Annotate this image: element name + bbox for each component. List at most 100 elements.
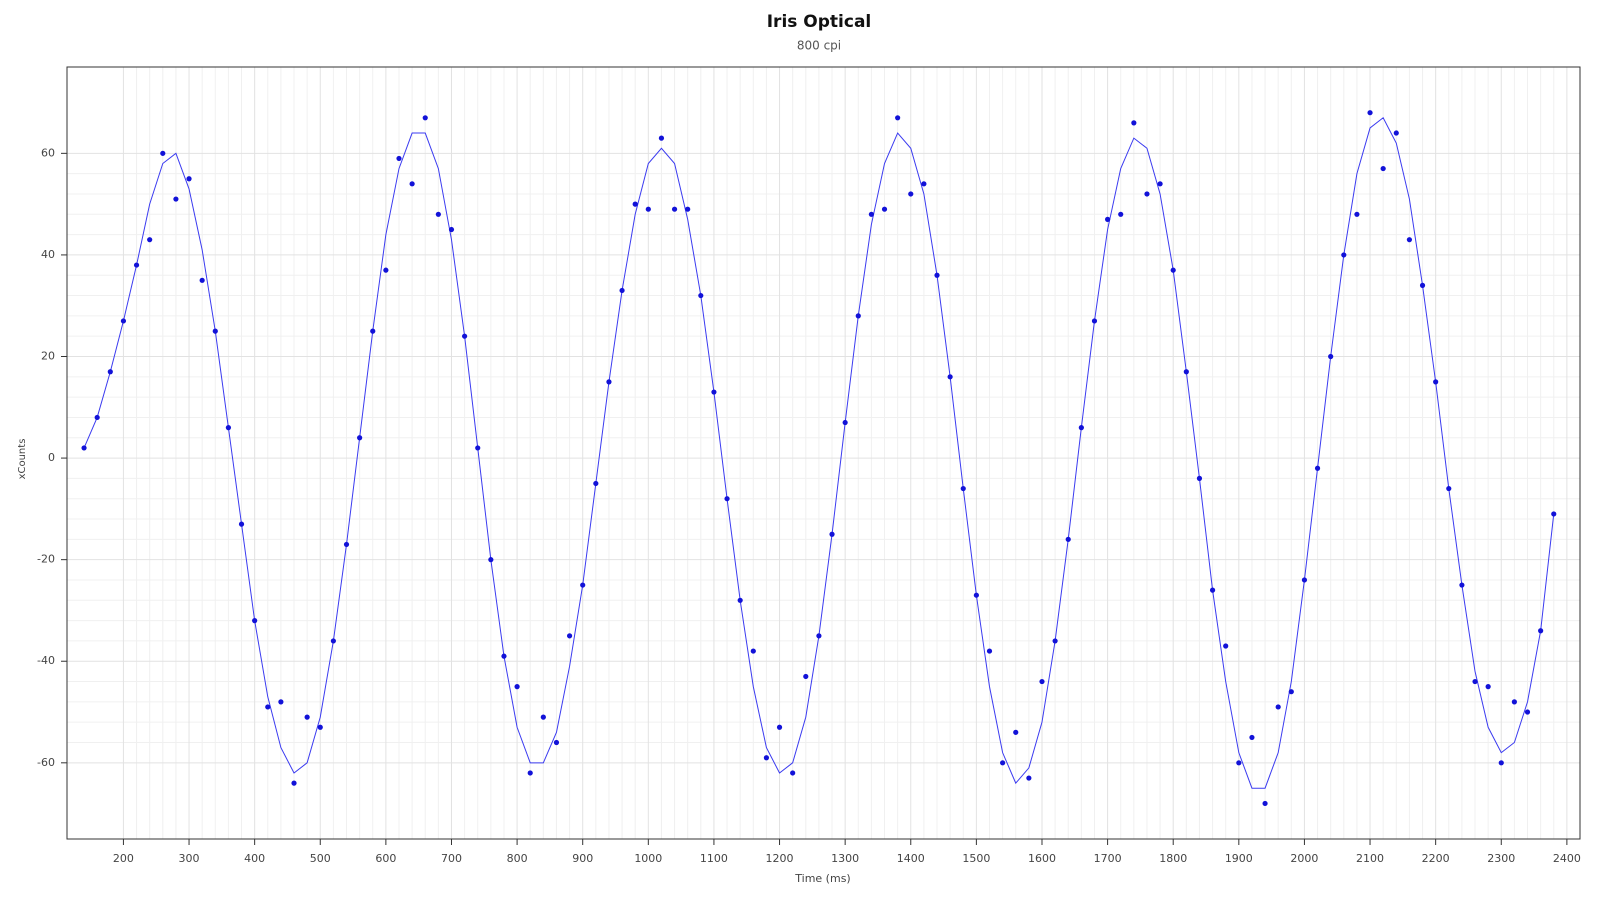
data-point (1498, 760, 1504, 766)
data-point (1275, 704, 1281, 710)
data-point (1459, 582, 1465, 588)
data-point (1314, 465, 1321, 471)
data-point (81, 445, 87, 451)
data-point (1341, 252, 1347, 258)
data-point (475, 445, 481, 451)
data-point (1131, 120, 1137, 126)
data-point (1354, 211, 1360, 217)
data-point (711, 389, 717, 395)
data-point (186, 176, 192, 182)
x-tick-label: 1000 (634, 852, 662, 865)
data-point (593, 480, 599, 487)
x-axis-label: Time (ms) (794, 872, 850, 885)
data-point (881, 206, 888, 212)
y-tick-label: -40 (37, 654, 55, 667)
x-tick-label: 2300 (1487, 852, 1515, 865)
data-point (252, 618, 258, 624)
data-point (1262, 800, 1268, 807)
data-point (488, 557, 494, 563)
data-point (107, 369, 113, 375)
x-tick-label: 200 (113, 852, 134, 865)
data-point (1236, 760, 1242, 766)
data-point (514, 684, 520, 690)
data-point (1183, 369, 1189, 375)
data-point (435, 211, 441, 217)
data-point (1288, 689, 1294, 695)
data-point (462, 333, 468, 339)
data-point (1104, 216, 1111, 222)
data-point (645, 206, 651, 212)
data-point (658, 135, 665, 141)
data-point (986, 648, 993, 654)
data-point (133, 262, 140, 268)
data-point (317, 724, 323, 730)
data-point (409, 181, 415, 187)
x-tick-label: 1200 (766, 852, 794, 865)
data-point (829, 531, 835, 537)
data-point (1538, 628, 1544, 634)
data-point (370, 328, 376, 334)
data-point (855, 313, 861, 319)
y-tick-label: 40 (41, 248, 55, 261)
chart-title: Iris Optical (767, 12, 872, 32)
data-point (1091, 318, 1098, 324)
x-tick-label: 500 (310, 852, 331, 865)
data-point (934, 272, 940, 278)
y-tick-label: 60 (41, 146, 55, 159)
data-point (1551, 511, 1557, 517)
plot-frame (66, 66, 1581, 840)
data-point (330, 638, 336, 644)
x-tick-label: 1400 (897, 852, 925, 865)
data-point (448, 226, 455, 233)
data-point (566, 633, 573, 639)
data-point (357, 435, 363, 441)
data-point (1144, 191, 1150, 197)
data-point (1485, 684, 1491, 690)
data-point (212, 328, 218, 334)
data-point (94, 414, 100, 421)
data-point (763, 755, 770, 761)
data-point (724, 496, 730, 502)
data-point (147, 237, 153, 243)
data-point (960, 485, 966, 492)
data-point (868, 211, 874, 217)
data-point (750, 648, 756, 654)
data-point (1433, 379, 1439, 385)
x-tick-label: 2000 (1290, 852, 1318, 865)
x-tick-label: 1800 (1159, 852, 1187, 865)
data-point (1000, 760, 1006, 766)
x-tick-label: 1900 (1225, 852, 1253, 865)
x-tick-label: 1300 (831, 852, 859, 865)
data-point (908, 191, 914, 197)
data-point (632, 201, 638, 207)
data-point (540, 714, 546, 720)
data-point (1157, 181, 1163, 187)
data-point (1026, 775, 1032, 781)
data-point (1223, 643, 1229, 649)
data-point (527, 770, 533, 776)
y-tick-label: 20 (41, 350, 55, 363)
data-point (619, 287, 625, 294)
x-tick-label: 2200 (1422, 852, 1450, 865)
x-tick-label: 1700 (1094, 852, 1122, 865)
data-point (671, 206, 678, 212)
x-tick-label: 900 (572, 852, 593, 865)
y-axis-label: xCounts (17, 439, 28, 480)
data-point (422, 115, 428, 121)
data-point (120, 318, 127, 324)
data-point (1406, 237, 1413, 243)
data-point (737, 597, 743, 603)
data-point (698, 292, 704, 299)
data-point (1511, 699, 1517, 705)
data-point (816, 633, 822, 639)
y-tick-label: -60 (37, 756, 55, 769)
data-point (1446, 485, 1452, 492)
data-point (396, 155, 402, 162)
data-point (1419, 282, 1426, 288)
x-tick-label: 2100 (1356, 852, 1384, 865)
data-point (199, 277, 205, 283)
data-point (790, 770, 796, 776)
data-point (553, 739, 560, 746)
data-point (238, 521, 245, 527)
